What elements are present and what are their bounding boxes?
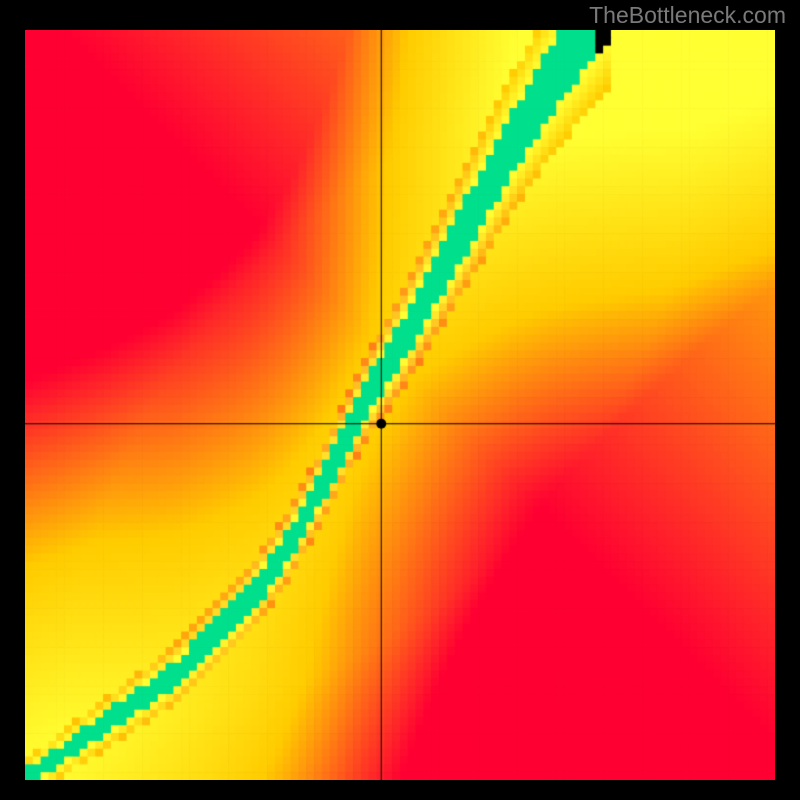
watermark-text: TheBottleneck.com	[589, 2, 786, 29]
heatmap-canvas	[25, 30, 775, 780]
heatmap-plot	[25, 30, 775, 780]
